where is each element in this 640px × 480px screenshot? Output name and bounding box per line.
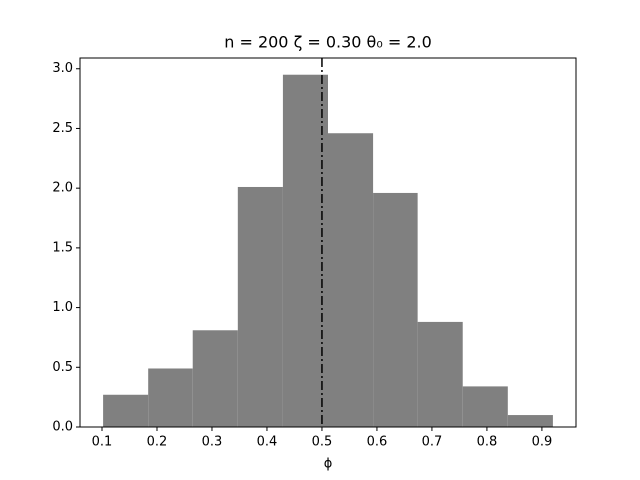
- bar: [282, 74, 328, 427]
- x-axis-label: ϕ: [324, 457, 333, 472]
- bar: [328, 133, 374, 427]
- bar: [148, 368, 193, 427]
- x-tick-label: 0.6: [367, 435, 388, 450]
- x-tick-label: 0.2: [147, 435, 168, 450]
- x-tick-label: 0.7: [422, 435, 443, 450]
- bar: [192, 330, 238, 427]
- x-tick-label: 0.3: [202, 435, 223, 450]
- y-tick-label: 0.0: [52, 420, 73, 435]
- x-tick-label: 0.5: [312, 435, 333, 450]
- plot-frame: [79, 57, 577, 428]
- x-tick-label: 0.8: [477, 435, 498, 450]
- x-tick-label: 0.9: [532, 435, 553, 450]
- y-tick-label: 1.5: [52, 240, 73, 255]
- bar: [103, 394, 149, 427]
- bar: [462, 386, 508, 427]
- y-tick-label: 2.5: [52, 121, 73, 136]
- x-tick-label: 0.4: [257, 435, 278, 450]
- bar: [237, 186, 283, 427]
- bar: [507, 415, 553, 427]
- x-tick-label: 0.1: [92, 435, 113, 450]
- y-tick-label: 3.0: [52, 61, 73, 76]
- y-tick-label: 2.0: [52, 181, 73, 196]
- bar: [417, 321, 463, 427]
- y-tick-label: 0.5: [52, 360, 73, 375]
- chart-title: n = 200 ζ = 0.30 θ₀ = 2.0: [224, 33, 432, 52]
- bar: [373, 192, 418, 427]
- y-tick-label: 1.0: [52, 300, 73, 315]
